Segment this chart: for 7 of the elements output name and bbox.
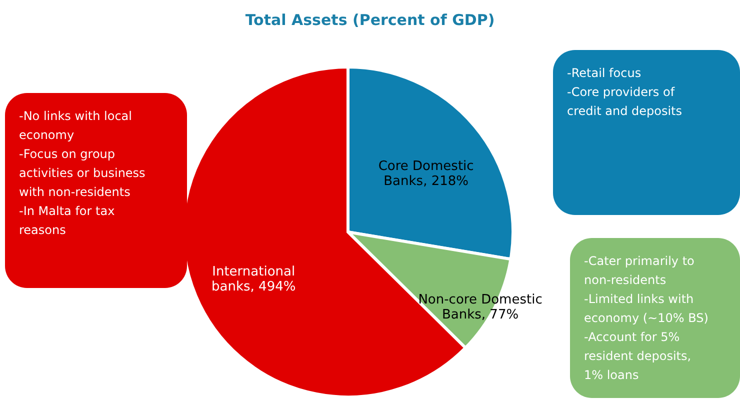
slice-label: International banks, 494% <box>212 264 296 294</box>
text: -Retail focus -Core providers of credit and deposits <box>567 66 682 118</box>
chart-title: Total Assets (Percent of GDP) <box>245 11 495 29</box>
slice-label: Core Domestic Banks, 218% <box>378 158 474 189</box>
text: -Cater primarily to non-residents -Limited links with economy (~10% BS) -Account for 5% resident deposits, 1% loans <box>584 254 708 382</box>
text: -No links with local economy -Focus on group activities or business with non-residents -In Malta for tax reasons <box>19 109 146 237</box>
slice-label: Non-core Domestic Banks, 77% <box>418 292 542 322</box>
